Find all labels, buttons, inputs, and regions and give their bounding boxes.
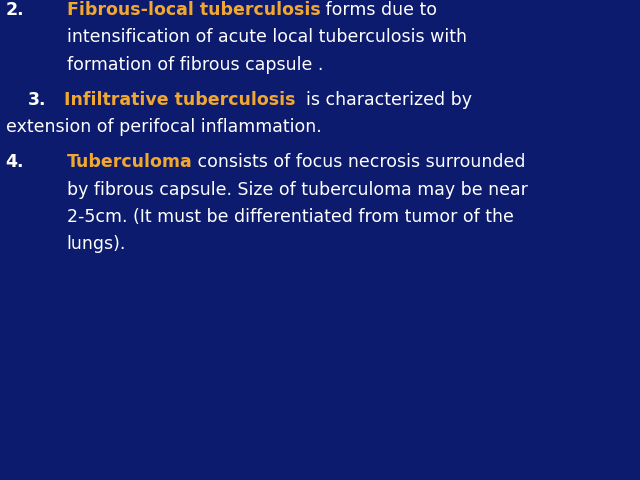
Text: 3.: 3. — [28, 91, 46, 109]
Text: Fibrous-local tuberculosis: Fibrous-local tuberculosis — [67, 1, 321, 19]
Text: 4.: 4. — [6, 154, 24, 171]
Text: Infiltrative tuberculosis: Infiltrative tuberculosis — [64, 91, 296, 109]
Text: 2.: 2. — [6, 1, 24, 19]
Text: intensification of acute local tuberculosis with: intensification of acute local tuberculo… — [67, 28, 467, 47]
Text: by fibrous capsule. Size of tuberculoma may be near: by fibrous capsule. Size of tuberculoma … — [67, 180, 527, 199]
Text: lungs).: lungs). — [67, 235, 126, 253]
Text: Tuberculoma: Tuberculoma — [67, 154, 193, 171]
Text: 2-5cm. (It must be differentiated from tumor of the: 2-5cm. (It must be differentiated from t… — [67, 208, 513, 226]
Text: is characterized by: is characterized by — [296, 91, 472, 109]
Text: forms due to: forms due to — [321, 1, 437, 19]
Text: formation of fibrous capsule .: formation of fibrous capsule . — [67, 56, 323, 73]
Text: consists of focus necrosis surrounded: consists of focus necrosis surrounded — [193, 154, 526, 171]
Text: extension of perifocal inflammation.: extension of perifocal inflammation. — [6, 118, 321, 136]
